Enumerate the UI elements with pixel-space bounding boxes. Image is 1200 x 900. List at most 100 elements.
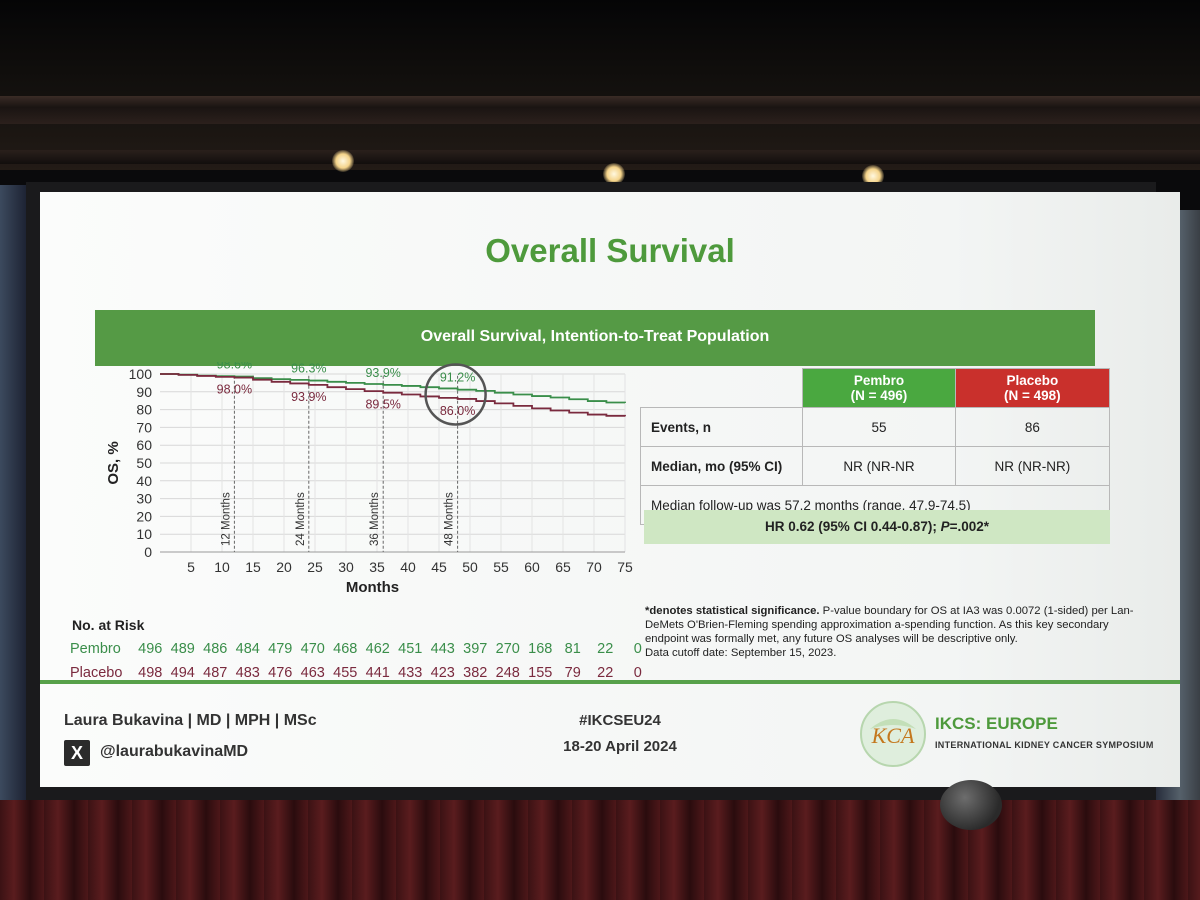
- at-risk-value: 451: [398, 641, 423, 657]
- at-risk-value: 423: [430, 665, 455, 681]
- x-tick-label: 65: [555, 559, 571, 575]
- at-risk-value: 496: [138, 641, 163, 657]
- x-tick-label: 55: [493, 559, 509, 575]
- auditorium-ceiling: [0, 0, 1200, 170]
- at-risk-value: 487: [203, 665, 228, 681]
- x-tick-label: 35: [369, 559, 385, 575]
- milestone-label: 36 Months: [369, 492, 381, 546]
- y-tick-label: 100: [129, 366, 153, 382]
- results-table: Pembro (N = 496) Placebo (N = 498) Event…: [639, 368, 1111, 525]
- x-tick-label: 10: [214, 559, 230, 575]
- survival-annotation: 86.0%: [440, 404, 475, 418]
- at-risk-value: 486: [203, 641, 228, 657]
- x-tick-label: 5: [187, 559, 195, 575]
- at-risk-value: 0: [633, 641, 642, 657]
- at-risk-value: 468: [333, 641, 358, 657]
- survival-annotation: 89.5%: [365, 398, 400, 412]
- slide-title: Overall Survival: [485, 232, 735, 269]
- hr-p-symbol: P: [940, 519, 950, 534]
- y-tick-label: 70: [136, 419, 152, 435]
- x-logo-icon: X: [64, 740, 90, 766]
- y-tick-label: 0: [144, 544, 152, 560]
- events-pembro: 55: [802, 407, 956, 447]
- at-risk-value: 22: [597, 641, 614, 657]
- at-risk-value: 248: [495, 665, 520, 681]
- milestone-label: 24 Months: [295, 492, 307, 546]
- x-tick-label: 20: [276, 559, 292, 575]
- placebo-header: Placebo (N = 498): [954, 368, 1111, 408]
- at-risk-values-pembro: 496 489 486 484 479 470 468 462 451 443 397 270 168 8…: [134, 641, 654, 657]
- series-line-placebo: [160, 373, 626, 417]
- at-risk-value: 433: [398, 665, 423, 681]
- at-risk-value: 498: [138, 665, 163, 681]
- stage-light-icon: [862, 165, 884, 187]
- x-tick-label: 30: [338, 559, 354, 575]
- banner-title: Overall Survival, Intention-to-Treat Pop…: [420, 328, 770, 345]
- at-risk-value: 494: [170, 665, 195, 681]
- y-tick-label: 60: [136, 437, 152, 453]
- placebo-header-n: (N = 498): [1004, 388, 1061, 403]
- x-tick-label: 70: [586, 559, 602, 575]
- at-risk-heading: No. at Risk: [72, 617, 145, 633]
- at-risk-value: 483: [235, 665, 260, 681]
- highlight-circle: [424, 363, 487, 426]
- at-risk-value: 155: [528, 665, 553, 681]
- x-tick-label: 25: [307, 559, 323, 575]
- x-tick-label: 15: [245, 559, 261, 575]
- at-risk-value: 462: [365, 641, 390, 657]
- org-name: IKCS: EUROPE: [935, 714, 1058, 733]
- at-risk-value: 441: [365, 665, 390, 681]
- pembro-header: Pembro (N = 496): [802, 368, 956, 408]
- median-label: Median, mo (95% CI): [639, 446, 804, 486]
- milestone-label: 48 Months: [444, 492, 456, 546]
- pembro-header-n: (N = 496): [850, 388, 908, 403]
- at-risk-value: 168: [528, 641, 553, 657]
- y-tick-label: 20: [136, 508, 152, 524]
- footnote-text: P-value boundary for OS at IA3 was 0.007…: [645, 605, 1134, 645]
- event-dates: 18-20 April 2024: [563, 738, 677, 755]
- placebo-header-label: Placebo: [1006, 373, 1059, 388]
- x-tick-label: 60: [524, 559, 540, 575]
- at-risk-value: 270: [495, 641, 520, 657]
- milestone-label: 12 Months: [220, 492, 232, 546]
- data-cutoff: Data cutoff date: September 15, 2023.: [645, 647, 837, 659]
- y-tick-label: 10: [136, 526, 152, 542]
- at-risk-value: 470: [300, 641, 325, 657]
- hr-text: HR 0.62 (95% CI 0.44-0.87);: [764, 519, 941, 534]
- y-tick-label: 40: [136, 473, 152, 489]
- microphone-icon: [940, 780, 1002, 830]
- at-risk-row-pembro: Pembro 496 489 486 484 479 470 468 462 451 443 397…: [70, 641, 642, 661]
- presenter-credit: Laura Bukavina | MD | MPH | MSc: [64, 712, 317, 729]
- at-risk-value: 455: [333, 665, 358, 681]
- at-risk-value: 382: [463, 665, 488, 681]
- x-tick-label: 45: [431, 559, 447, 575]
- presentation-slide: Overall Survival Overall Survival, Inten…: [40, 192, 1180, 787]
- svg-text:KCA: KCA: [871, 723, 915, 748]
- at-risk-value: 397: [463, 641, 488, 657]
- at-risk-value: 476: [268, 665, 293, 681]
- at-risk-value: 22: [597, 665, 614, 681]
- events-label: Events, n: [639, 407, 804, 447]
- social-handle: @laurabukavinaMD: [100, 743, 249, 760]
- survival-annotation: 98.0%: [217, 383, 252, 397]
- survival-annotation: 93.9%: [365, 366, 400, 380]
- y-tick-label: 90: [136, 384, 152, 400]
- survival-annotation: 91.2%: [440, 371, 475, 385]
- org-subtitle: INTERNATIONAL KIDNEY CANCER SYMPOSIUM: [935, 740, 1154, 750]
- y-tick-label: 50: [136, 455, 152, 471]
- y-tick-label: 30: [136, 491, 152, 507]
- survival-annotation: 96.3%: [291, 362, 326, 376]
- at-risk-value: 79: [564, 665, 581, 681]
- median-pembro: NR (NR-NR: [802, 446, 956, 486]
- lighting-truss-lower: [0, 150, 1200, 164]
- side-wall-left: [0, 185, 28, 825]
- footnote-bold: *denotes statistical significance.: [645, 605, 820, 617]
- at-risk-value: 489: [170, 641, 195, 657]
- events-placebo: 86: [954, 407, 1111, 447]
- x-tick-label: 75: [617, 559, 633, 575]
- at-risk-row-placebo: Placebo 498 494 487 483 476 463 455 441 433 423 38…: [70, 665, 642, 685]
- at-risk-value: 463: [300, 665, 325, 681]
- at-risk-value: 0: [633, 665, 642, 681]
- x-tick-label: 40: [400, 559, 416, 575]
